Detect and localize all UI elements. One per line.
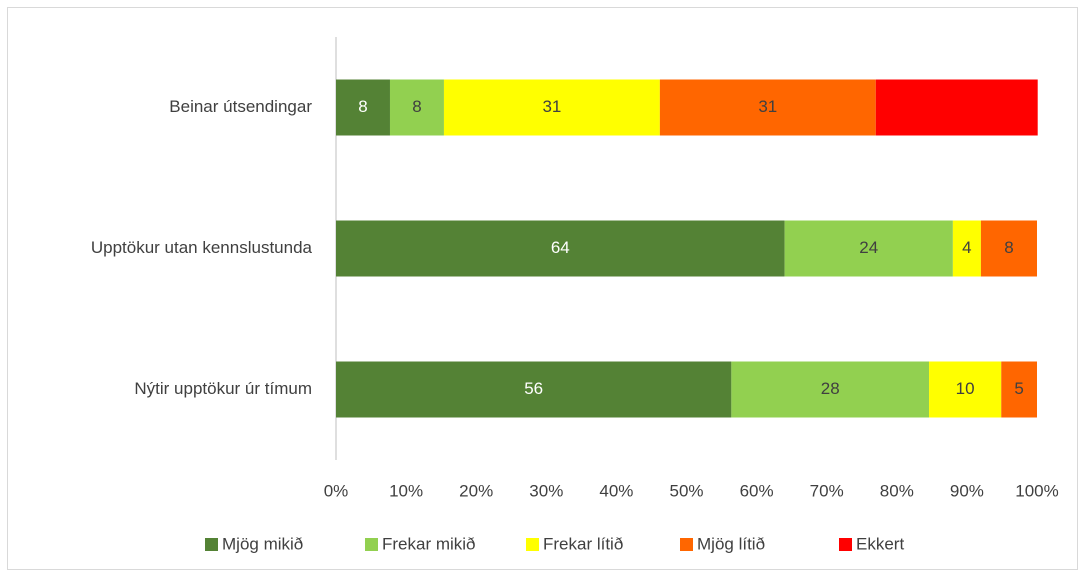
y-tick-label: Beinar útsendingar (169, 97, 312, 116)
y-tick-label: Upptökur utan kennslustunda (91, 238, 313, 257)
data-label: 24 (859, 238, 878, 257)
legend-swatch (205, 538, 218, 551)
x-tick-label: 60% (740, 481, 774, 500)
data-label: 8 (358, 97, 367, 116)
x-tick-label: 10% (389, 481, 423, 500)
data-label: 4 (962, 238, 971, 257)
legend-swatch (365, 538, 378, 551)
data-label: 56 (524, 379, 543, 398)
bar-segment (389, 79, 444, 136)
bar-segment (731, 361, 930, 418)
bar-segment (1001, 361, 1037, 418)
bar-segment (336, 220, 785, 277)
x-tick-label: 30% (529, 481, 563, 500)
data-label: 8 (412, 97, 421, 116)
data-label: 5 (1014, 379, 1023, 398)
bar-segment (929, 361, 1002, 418)
bar-segment (659, 79, 876, 136)
legend-label: Ekkert (856, 534, 904, 553)
legend-label: Mjög lítið (697, 534, 765, 553)
x-tick-label: 100% (1015, 481, 1058, 500)
data-label: 31 (542, 97, 561, 116)
data-label: 10 (956, 379, 975, 398)
legend-swatch (839, 538, 852, 551)
legend-swatch (680, 538, 693, 551)
data-label: 28 (821, 379, 840, 398)
bar-segment (980, 220, 1037, 277)
bar-segment (952, 220, 981, 277)
bar-segment (336, 79, 390, 136)
bar-segment (875, 79, 1038, 136)
bar-segment (784, 220, 953, 277)
legend-swatch (526, 538, 539, 551)
x-tick-label: 90% (950, 481, 984, 500)
data-label: 31 (758, 97, 777, 116)
y-tick-label: Nýtir upptökur úr tímum (134, 379, 312, 398)
bar-segment (336, 361, 732, 418)
x-tick-label: 50% (669, 481, 703, 500)
x-tick-label: 20% (459, 481, 493, 500)
legend-label: Frekar lítið (543, 534, 623, 553)
bar-segment (443, 79, 660, 136)
x-tick-label: 70% (810, 481, 844, 500)
x-tick-label: 40% (599, 481, 633, 500)
legend-label: Mjög mikið (222, 534, 303, 553)
data-label: 8 (1004, 238, 1013, 257)
x-tick-label: 80% (880, 481, 914, 500)
x-tick-label: 0% (324, 481, 349, 500)
legend-label: Frekar mikið (382, 534, 476, 553)
data-label: 64 (551, 238, 570, 257)
